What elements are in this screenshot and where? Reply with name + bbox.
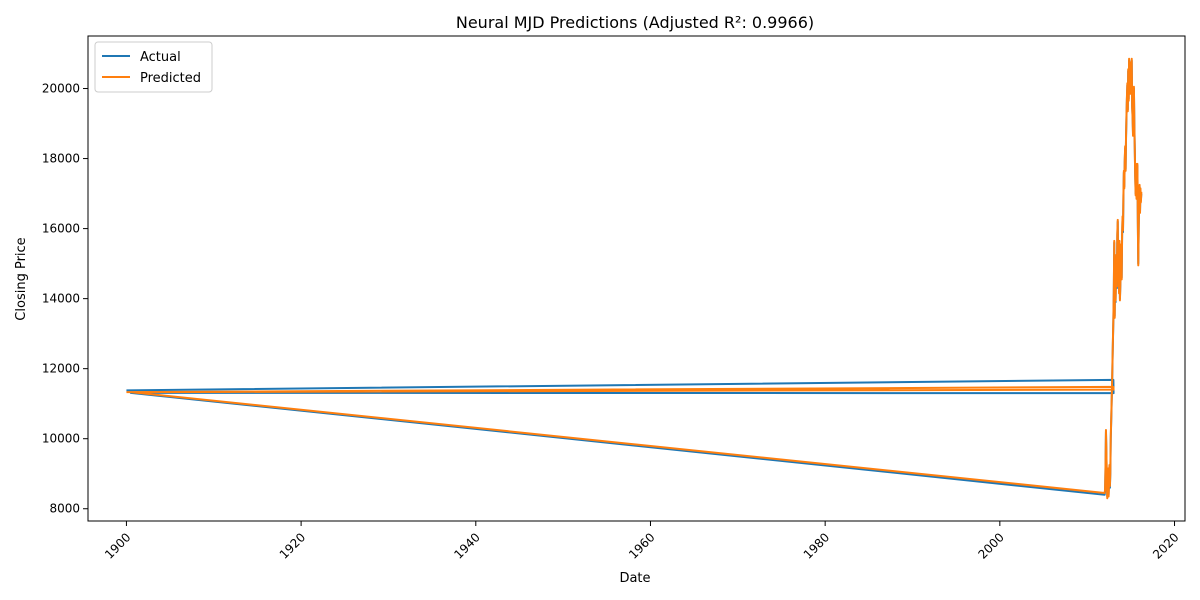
- y-tick-label: 10000: [42, 432, 80, 446]
- legend-label-actual: Actual: [140, 50, 181, 65]
- y-axis-label: Closing Price: [14, 237, 29, 320]
- series-line-predicted: [126, 57, 1143, 500]
- chart-title: Neural MJD Predictions (Adjusted R²: 0.9…: [456, 13, 814, 32]
- y-tick-label: 20000: [42, 82, 80, 96]
- y-axis: 8000 10000 12000 14000 16000 18000 20000: [42, 82, 88, 516]
- y-tick-label: 12000: [42, 362, 80, 376]
- y-tick-label: 18000: [42, 152, 80, 166]
- plot-frame: [87, 35, 1186, 522]
- y-tick-label: 8000: [49, 502, 80, 516]
- x-axis-label: Date: [619, 571, 650, 586]
- series-layer: [126, 57, 1143, 500]
- legend-label-predicted: Predicted: [140, 71, 201, 86]
- legend-box: [94, 41, 213, 93]
- y-tick-label: 14000: [42, 292, 80, 306]
- y-tick-label: 16000: [42, 222, 80, 236]
- legend: Actual Predicted: [94, 41, 213, 93]
